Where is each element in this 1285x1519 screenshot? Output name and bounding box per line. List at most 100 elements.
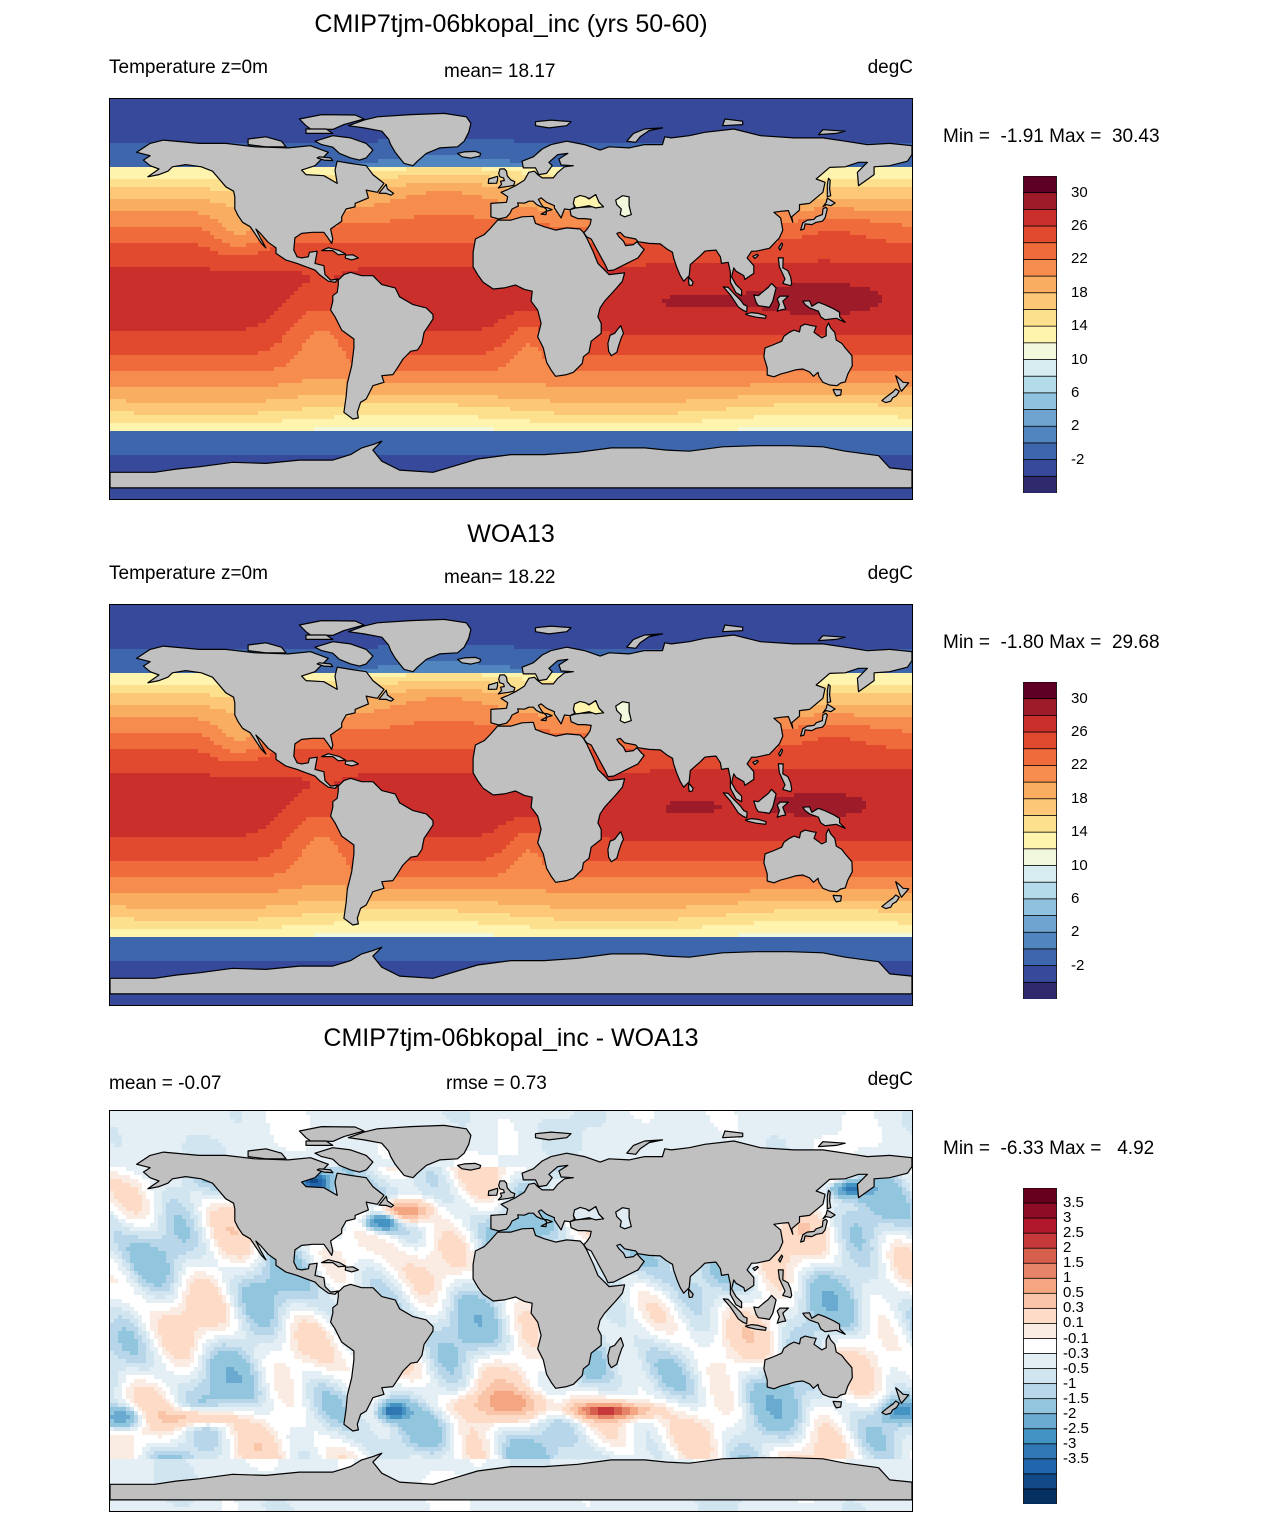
colorbar-swatch — [1024, 1384, 1057, 1399]
colorbar-tick-label: -2 — [1071, 957, 1084, 974]
colorbar-swatch — [1024, 815, 1057, 832]
mean-label: mean= 18.22 — [444, 567, 555, 589]
colorbar-swatch — [1024, 443, 1057, 460]
colorbar-swatch — [1024, 916, 1057, 933]
min-max-label: Min = -1.80 Max = 29.68 — [943, 632, 1160, 654]
colorbar-swatch — [1024, 293, 1057, 310]
colorbar-swatch — [1024, 1354, 1057, 1369]
colorbar-tick-label: 22 — [1071, 756, 1088, 773]
colorbar-swatch — [1024, 765, 1057, 782]
colorbar-swatch — [1024, 393, 1057, 410]
colorbar-tick-label: -2 — [1071, 451, 1084, 468]
colorbar-swatch — [1024, 309, 1057, 326]
colorbar-swatch — [1024, 1323, 1057, 1338]
colorbar-tick-label: 6 — [1071, 890, 1079, 907]
colorbar-swatch — [1024, 882, 1057, 899]
colorbar-swatch — [1024, 1474, 1057, 1489]
colorbar-swatch — [1024, 259, 1057, 276]
colorbar-swatch — [1024, 410, 1057, 427]
colorbar-swatch — [1024, 966, 1057, 983]
colorbar-swatch — [1024, 276, 1057, 293]
colorbar-tick-label: 30 — [1071, 184, 1088, 201]
min-max-label: Min = -6.33 Max = 4.92 — [943, 1138, 1154, 1160]
colorbar-swatch — [1024, 1459, 1057, 1474]
colorbar-swatch — [1024, 376, 1057, 393]
colorbar-swatch — [1024, 1369, 1057, 1384]
panel-title: CMIP7tjm-06bkopal_inc (yrs 50-60) — [109, 10, 913, 39]
panel-title: CMIP7tjm-06bkopal_inc - WOA13 — [109, 1024, 913, 1053]
colorbar-tick-label: 2 — [1071, 923, 1079, 940]
colorbar-tick-label: 6 — [1071, 384, 1079, 401]
colorbar-swatch — [1024, 1444, 1057, 1459]
colorbar-swatch — [1024, 932, 1057, 949]
colorbar-swatch — [1024, 426, 1057, 443]
difference-panel: CMIP7tjm-06bkopal_inc - WOA13 mean = -0.… — [0, 1012, 1285, 1518]
colorbar-swatch — [1024, 849, 1057, 866]
colorbar-swatch — [1024, 715, 1057, 732]
colorbar-swatch — [1024, 982, 1057, 999]
colorbar-swatch — [1024, 1188, 1057, 1203]
colorbar-tick-label: 2 — [1071, 417, 1079, 434]
colorbar-swatch — [1024, 1489, 1057, 1504]
panel-title: WOA13 — [109, 520, 913, 549]
colorbar-swatch — [1024, 1338, 1057, 1353]
sakhalin-landmass — [827, 684, 830, 703]
colorbar-tick-label: 10 — [1071, 857, 1088, 874]
sakhalin-landmass — [827, 1190, 830, 1209]
colorbar-swatch — [1024, 176, 1057, 193]
colorbar-swatch — [1024, 1233, 1057, 1248]
mean-label: mean= 18.17 — [444, 61, 555, 83]
difference-map — [109, 1110, 913, 1512]
colorbar-swatch — [1024, 699, 1057, 716]
colorbar-swatch — [1024, 1414, 1057, 1429]
colorbar-swatch — [1024, 1218, 1057, 1233]
colorbar-tick-label: 14 — [1071, 317, 1088, 334]
units-label: degC — [868, 1069, 913, 1091]
colorbar-swatch — [1024, 1399, 1057, 1414]
sakhalin-landmass — [827, 178, 830, 197]
colorbar-tick-label: 26 — [1071, 723, 1088, 740]
colorbar-swatch — [1024, 732, 1057, 749]
colorbar-tick-label: 14 — [1071, 823, 1088, 840]
colorbar — [1023, 1188, 1057, 1504]
colorbar-swatch — [1024, 209, 1057, 226]
colorbar-tick-label: 22 — [1071, 250, 1088, 267]
colorbar-swatch — [1024, 1278, 1057, 1293]
colorbar-tick-label: 26 — [1071, 217, 1088, 234]
variable-label: Temperature z=0m — [109, 563, 268, 585]
colorbar-swatch — [1024, 1248, 1057, 1263]
colorbar-tick-label: -3.5 — [1063, 1450, 1089, 1467]
colorbar-tick-label: 18 — [1071, 284, 1088, 301]
colorbar — [1023, 176, 1057, 493]
colorbar-swatch — [1024, 476, 1057, 493]
model-sst-map — [109, 98, 913, 500]
colorbar-swatch — [1024, 343, 1057, 360]
colorbar-tick-label: 18 — [1071, 790, 1088, 807]
colorbar-swatch — [1024, 460, 1057, 477]
rmse-label: rmse = 0.73 — [446, 1073, 547, 1095]
colorbar — [1023, 682, 1057, 999]
colorbar-swatch — [1024, 360, 1057, 377]
obs-panel: WOA13 Temperature z=0m mean= 18.22 degC … — [0, 506, 1285, 1012]
mean-label: mean = -0.07 — [109, 1073, 222, 1095]
colorbar-swatch — [1024, 866, 1057, 883]
units-label: degC — [868, 57, 913, 79]
colorbar-swatch — [1024, 226, 1057, 243]
colorbar-tick-label: 30 — [1071, 690, 1088, 707]
colorbar-swatch — [1024, 1203, 1057, 1218]
colorbar-swatch — [1024, 782, 1057, 799]
colorbar-swatch — [1024, 1263, 1057, 1278]
obs-sst-map — [109, 604, 913, 1006]
colorbar-swatch — [1024, 682, 1057, 699]
variable-label: Temperature z=0m — [109, 57, 268, 79]
colorbar-swatch — [1024, 832, 1057, 849]
colorbar-swatch — [1024, 243, 1057, 260]
colorbar-swatch — [1024, 799, 1057, 816]
colorbar-swatch — [1024, 1429, 1057, 1444]
colorbar-swatch — [1024, 949, 1057, 966]
colorbar-swatch — [1024, 326, 1057, 343]
colorbar-swatch — [1024, 1308, 1057, 1323]
model-panel: CMIP7tjm-06bkopal_inc (yrs 50-60) Temper… — [0, 0, 1285, 506]
colorbar-tick-label: 10 — [1071, 351, 1088, 368]
colorbar-swatch — [1024, 1293, 1057, 1308]
